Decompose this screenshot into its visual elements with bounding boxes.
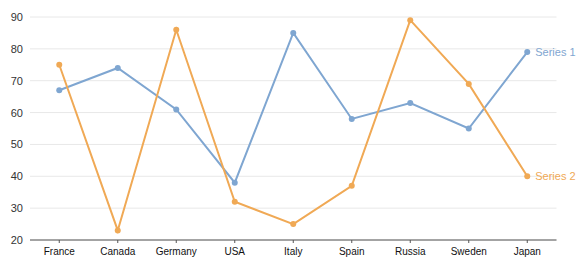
x-tick-label: Sweden [451, 246, 487, 257]
series-label: Series 2 [535, 170, 575, 182]
grid-line [30, 17, 557, 18]
y-tick-label: 80 [11, 43, 23, 55]
point-marker [407, 17, 413, 23]
point-marker [56, 87, 62, 93]
y-tick-label: 40 [11, 170, 23, 182]
x-tick [234, 240, 235, 243]
grid-line [30, 176, 557, 177]
y-tick-label: 90 [11, 11, 23, 23]
x-tick [117, 240, 118, 243]
point-marker [290, 30, 296, 36]
grid-line [30, 112, 557, 113]
x-tick [468, 240, 469, 243]
chart-container: 20 30 40 50 60 70 80 90 France Canada Germany USA It… [0, 0, 586, 263]
y-tick-label: 30 [11, 202, 23, 214]
x-tick [59, 240, 60, 243]
grid-line [30, 144, 557, 145]
x-tick-label: France [44, 246, 76, 257]
point-marker [115, 65, 121, 71]
plot-area [56, 17, 530, 233]
point-marker [349, 183, 355, 189]
point-marker [232, 199, 238, 205]
x-tick-label: Spain [339, 246, 365, 257]
point-marker [524, 173, 530, 179]
chart: 20 30 40 50 60 70 80 90 France Canada Germany USA It… [0, 0, 586, 263]
point-marker [290, 221, 296, 227]
series-label: Series 1 [535, 46, 575, 58]
x-tick [527, 240, 528, 243]
grid-line [30, 48, 557, 49]
x-tick-label: Russia [395, 246, 426, 257]
point-marker [115, 227, 121, 233]
point-marker [173, 27, 179, 33]
point-marker [232, 180, 238, 186]
point-marker [407, 100, 413, 106]
y-tick-label: 50 [11, 138, 23, 150]
point-marker [349, 116, 355, 122]
y-tick-label: 70 [11, 75, 23, 87]
point-marker [524, 49, 530, 55]
series-line [59, 33, 527, 183]
y-tick-label: 20 [11, 234, 23, 246]
x-tick [351, 240, 352, 243]
x-tick-label: Germany [156, 246, 197, 257]
x-tick-label: Italy [284, 246, 302, 257]
x-tick [293, 240, 294, 243]
point-marker [466, 81, 472, 87]
point-marker [56, 62, 62, 68]
series-line [59, 20, 527, 230]
grid-line [30, 80, 557, 81]
x-tick [176, 240, 177, 243]
x-tick-label: USA [224, 246, 245, 257]
point-marker [466, 126, 472, 132]
y-tick-label: 60 [11, 107, 23, 119]
point-marker [173, 106, 179, 112]
x-tick-label: Canada [100, 246, 135, 257]
x-tick-label: Japan [514, 246, 541, 257]
x-tick [410, 240, 411, 243]
